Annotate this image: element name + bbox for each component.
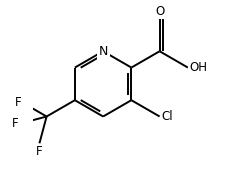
Text: OH: OH [189, 61, 207, 74]
Text: F: F [12, 117, 19, 130]
Text: Cl: Cl [161, 110, 173, 123]
Text: F: F [36, 145, 43, 158]
Text: O: O [155, 5, 164, 18]
Text: F: F [15, 96, 22, 109]
Text: N: N [98, 45, 108, 58]
